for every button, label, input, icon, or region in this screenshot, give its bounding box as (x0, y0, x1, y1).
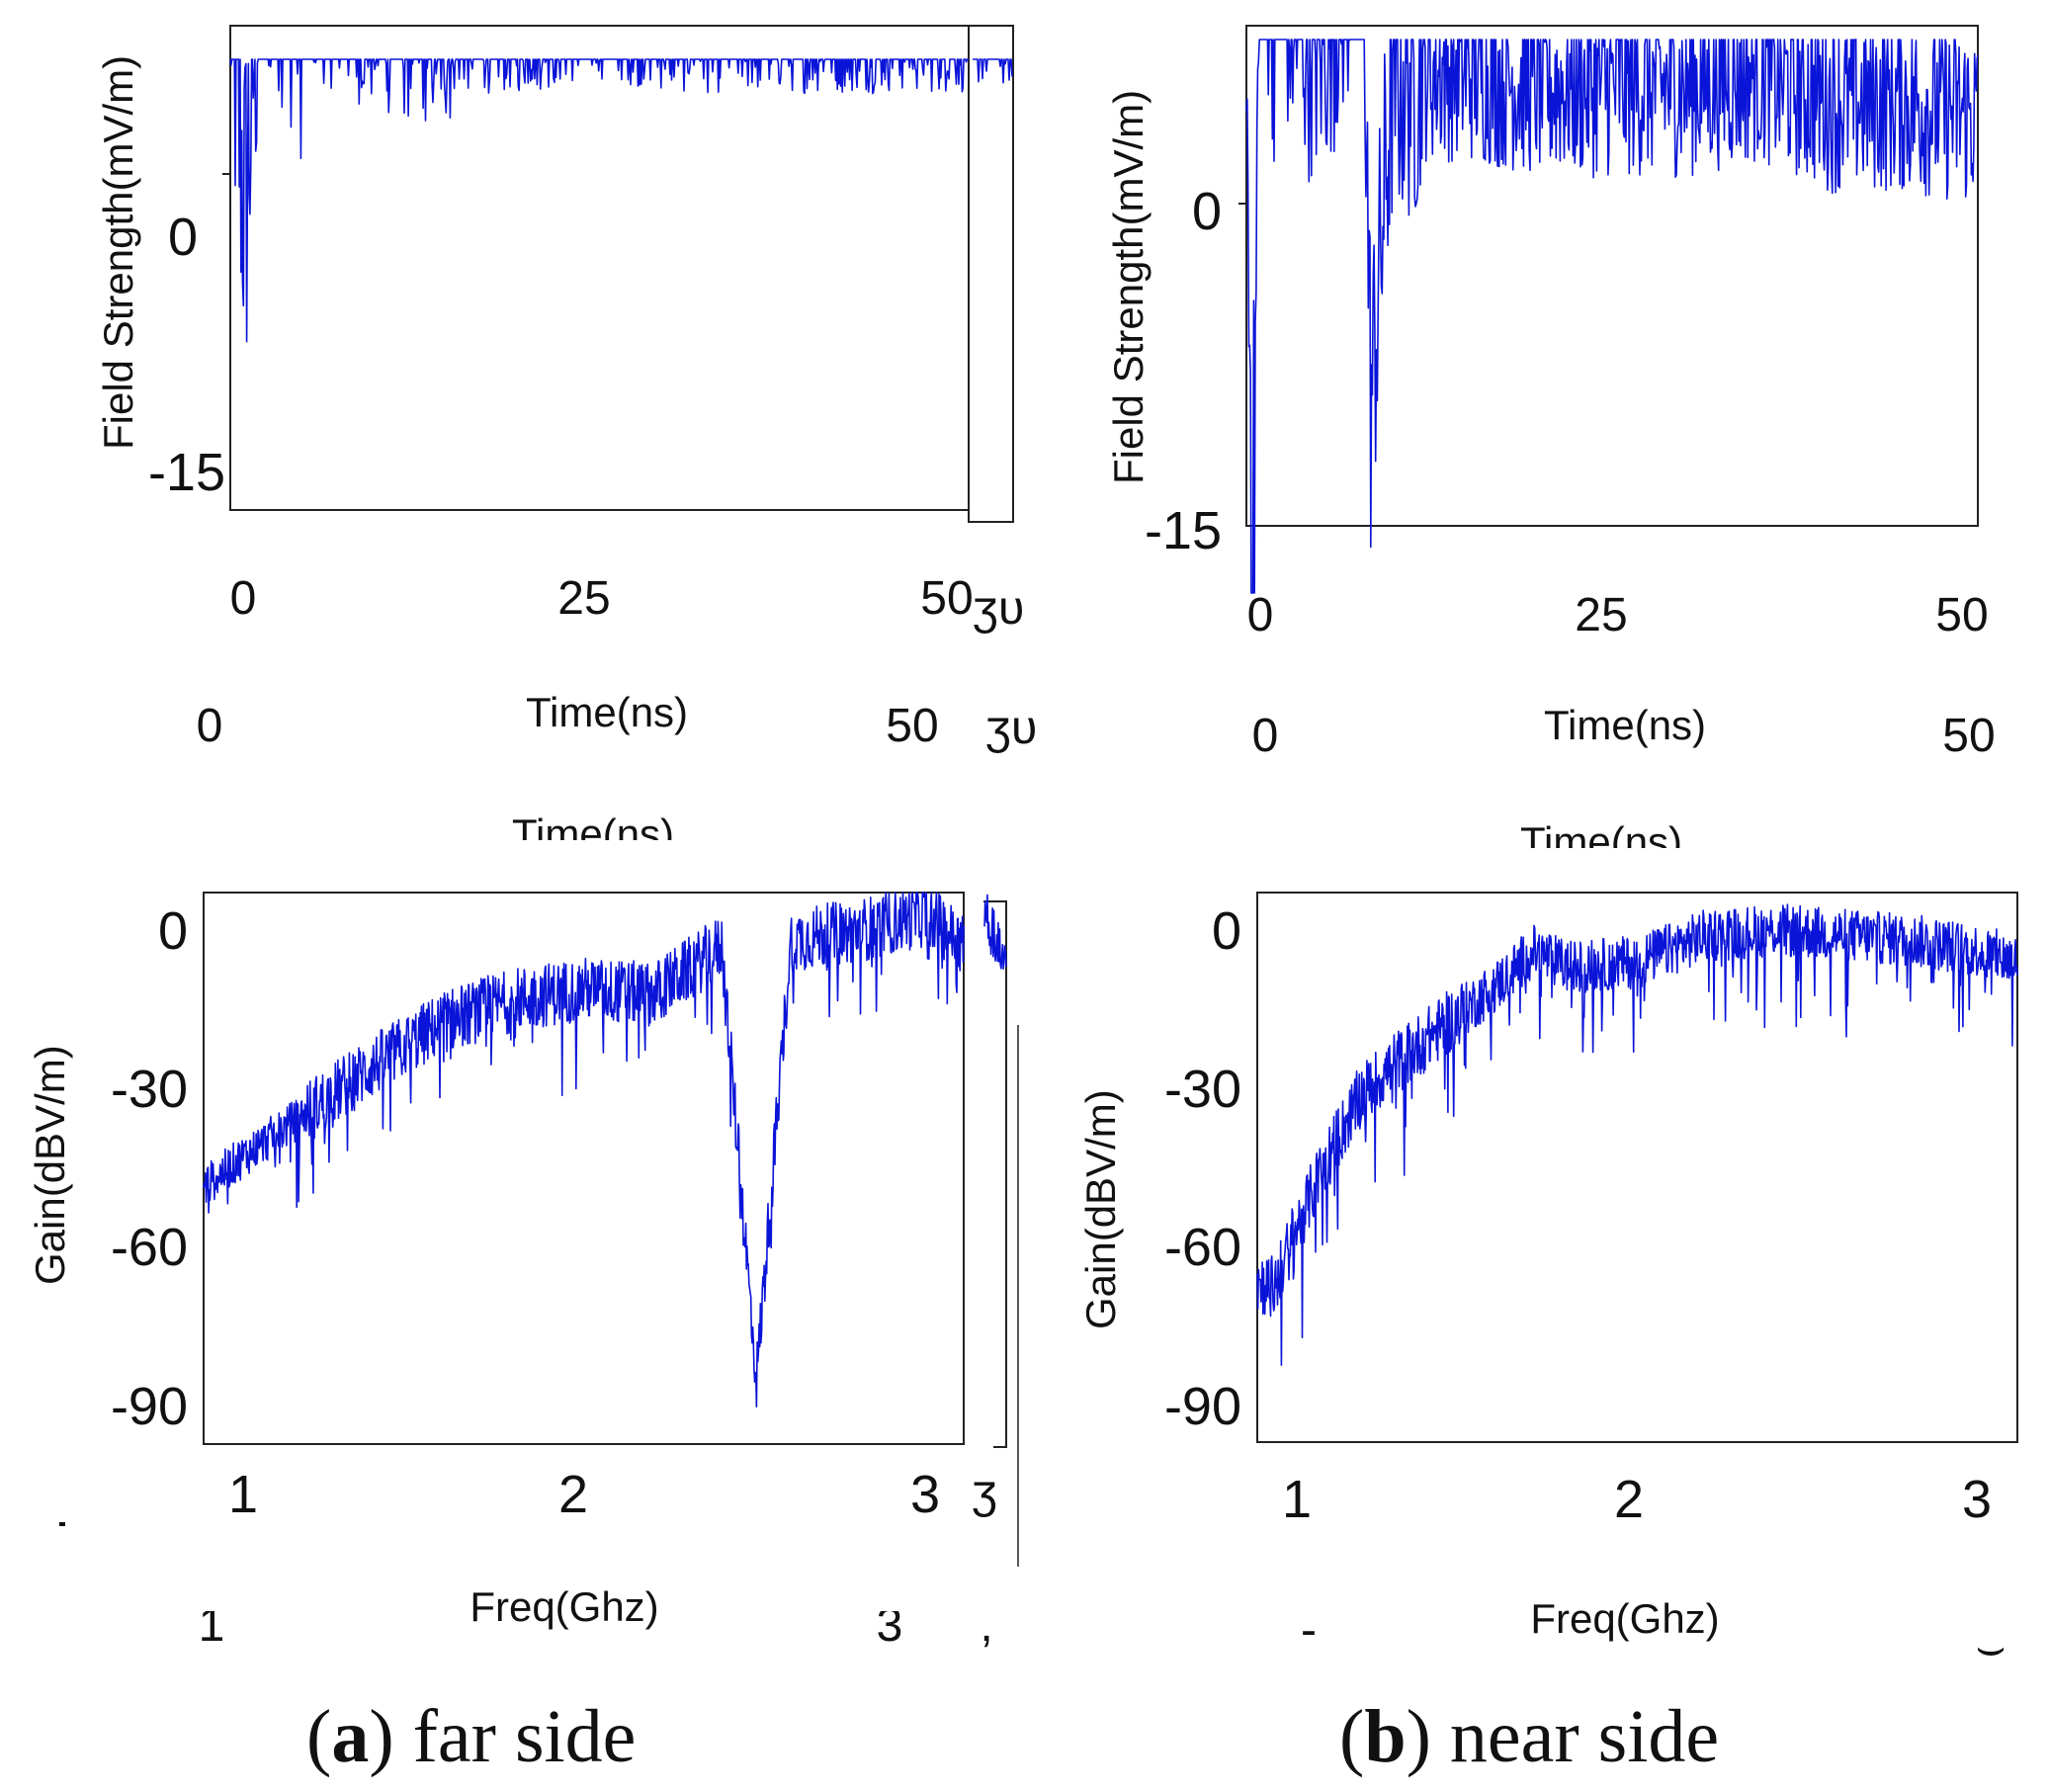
x-tick-label: 50 (920, 572, 973, 625)
caption-b: (b) near side (1339, 1695, 1719, 1778)
x-tick-label-ghost: 3 (877, 1599, 903, 1652)
caption-a: (a) far side (306, 1695, 636, 1778)
x-tick-label: 1 (1282, 1470, 1312, 1529)
panel-b-freq: 0 -30 -60 -90 Gain(dBV/m) 1 2 3 - ⌣ Freq… (1077, 892, 2018, 1673)
x-tick-label: 25 (1575, 589, 1627, 641)
y-axis-label: Field Strength(mV/m) (1105, 90, 1152, 484)
y-tick-label: -15 (1145, 501, 1222, 560)
x-tick-label-ghost: 0 (1252, 710, 1279, 762)
x-tick-label-ghost: 1 (199, 1599, 225, 1652)
x-axis-label: Freq(Ghz) (1530, 1595, 1719, 1642)
y-tick-label: -90 (111, 1377, 188, 1436)
y-tick-label: -60 (111, 1218, 188, 1277)
x-tick-label-cut: ʒυ (973, 582, 1024, 635)
x-tick-label-cut: ʒ (972, 1466, 997, 1518)
x-tick-label-ghost: ⌣ (1975, 1621, 2006, 1673)
series-line-cut (983, 894, 1007, 970)
panel-a-freq: 0 -30 -60 -90 Gain(dBV/m) 1 2 3 ʒ 1 3 , … (27, 892, 1019, 1652)
y-axis-label: Gain(dBV/m) (27, 1045, 73, 1285)
x-tick-label: 2 (1614, 1470, 1644, 1529)
y-axis-label: Field Strength(mV/m) (95, 55, 141, 450)
x-tick-label: 1 (228, 1465, 258, 1524)
plot-frame (1245, 25, 1979, 527)
series-line (229, 58, 969, 343)
x-axis-label: Time(ns) (1544, 702, 1706, 748)
plot-frame (203, 892, 965, 1445)
x-tick-label-ghost: 50 (1942, 710, 1995, 762)
x-tick-label: 50 (1935, 589, 1988, 641)
x-tick-label-ghost: ʒυ (985, 702, 1037, 754)
x-axis-label: Freq(Ghz) (470, 1583, 658, 1630)
plot-frame (1256, 892, 2018, 1443)
x-tick-label: 0 (230, 572, 257, 625)
x-tick-label-ghost: 0 (197, 700, 223, 752)
cut-frame-edge (983, 900, 1007, 1448)
x-tick-label-ghost: , (980, 1599, 992, 1652)
panel-a-time: 0 -15 Field Strength(mV/m) 0 25 50 ʒυ 0 … (95, 25, 1037, 857)
cut-frame-edge (968, 25, 1014, 523)
y-tick-label: 0 (168, 208, 198, 267)
series-line (203, 892, 965, 1408)
x-axis-label-cut: Time(ns) (512, 811, 674, 857)
y-tick-label: -15 (148, 443, 225, 502)
panel-b-time: 0 -15 Field Strength(mV/m) 0 25 50 0 50 … (1105, 25, 1996, 865)
y-tick-label: 0 (1192, 182, 1222, 241)
series-line-cut (973, 58, 1013, 84)
series-line (1256, 903, 2018, 1366)
x-tick-label-ghost: 50 (886, 700, 938, 752)
series-line (1245, 39, 1979, 594)
y-axis-label: Gain(dBV/m) (1077, 1089, 1124, 1329)
y-tick-label: 0 (1212, 901, 1241, 961)
x-tick-label: 3 (1962, 1470, 1992, 1529)
x-tick-label-ghost: - (1301, 1604, 1317, 1657)
x-axis-label: Time(ns) (526, 689, 688, 735)
x-tick-label: 25 (557, 572, 610, 625)
x-tick-label: 3 (910, 1465, 940, 1524)
y-tick-label: 0 (158, 901, 188, 961)
x-tick-label: 2 (558, 1465, 588, 1524)
y-tick-label: -90 (1164, 1377, 1241, 1436)
x-axis-label-cut: Time(ns) (1520, 818, 1682, 865)
y-tick-label: -30 (111, 1060, 188, 1119)
plot-frame (229, 25, 970, 511)
y-tick-label: -60 (1164, 1218, 1241, 1277)
y-tick-label: -30 (1164, 1060, 1241, 1119)
x-tick-label: 0 (1247, 589, 1274, 641)
